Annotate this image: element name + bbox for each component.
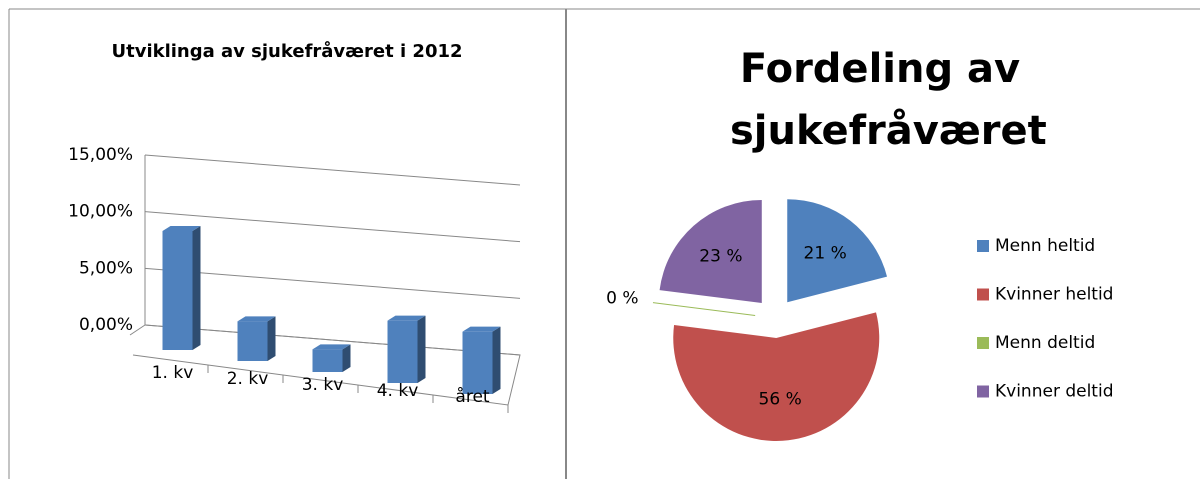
y-tick-label: 5,00%	[79, 258, 133, 278]
bar	[237, 321, 268, 361]
bar-side	[342, 344, 351, 372]
bar-side	[267, 316, 276, 361]
legend-label: Menn deltid	[995, 333, 1095, 353]
bar	[462, 331, 493, 394]
x-tick-label: 4. kv	[377, 381, 419, 401]
chart-title: Fordeling av sjukefråværet	[730, 46, 1047, 154]
y-tick-label: 0,00%	[79, 315, 133, 335]
bar-side	[192, 226, 201, 350]
legend-swatch	[977, 288, 989, 301]
x-tick-label: 2. kv	[227, 369, 269, 389]
chart-title: Utviklinga av sjukefråværet i 2012	[111, 40, 462, 62]
bar-top	[237, 316, 276, 322]
data-label: 56 %	[759, 390, 802, 410]
axis	[129, 324, 146, 336]
legend-swatch	[977, 385, 989, 398]
bar-side	[492, 326, 501, 394]
legend-label: Kvinner heltid	[995, 285, 1113, 305]
grid-line	[144, 267, 521, 299]
pie-slice	[787, 199, 888, 303]
bar-top	[462, 326, 501, 332]
legend-label: Kvinner deltid	[995, 382, 1114, 402]
data-label: 23 %	[699, 247, 742, 267]
grid-line	[144, 154, 521, 186]
y-tick-label: 10,00%	[68, 202, 133, 222]
bar-side	[417, 315, 426, 383]
pie-slice	[673, 312, 880, 441]
legend-swatch	[977, 337, 989, 349]
x-tick-label: 3. kv	[302, 375, 344, 395]
data-label: 0 %	[606, 289, 638, 309]
bar-top	[162, 226, 201, 231]
bar-top	[387, 315, 426, 321]
data-label: 21 %	[804, 243, 847, 263]
grid-line	[144, 211, 521, 243]
pie-slice	[652, 302, 756, 316]
bar	[162, 231, 193, 350]
legend-swatch	[977, 240, 989, 252]
legend-label: Menn heltid	[995, 236, 1095, 256]
bar	[387, 320, 418, 383]
bar-top	[312, 344, 351, 350]
x-tick-label: 1. kv	[152, 363, 194, 383]
floor	[132, 324, 521, 406]
x-tick-label: året	[455, 386, 489, 407]
bar	[312, 349, 343, 372]
y-tick-label: 15,00%	[68, 145, 133, 165]
pie-slice	[659, 199, 762, 303]
